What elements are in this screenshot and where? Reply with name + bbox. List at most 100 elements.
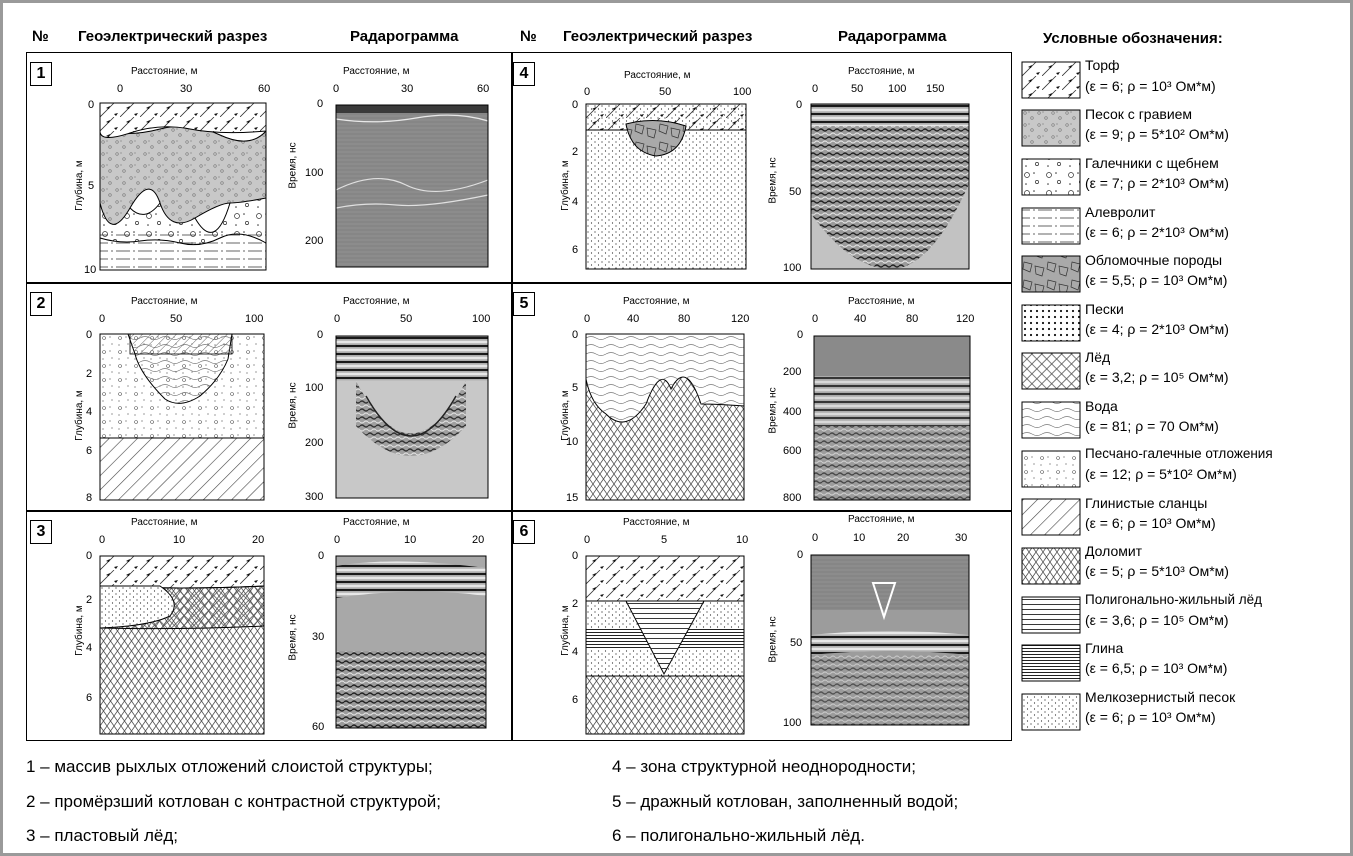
panel-4-depth-label: Глубина, м (559, 160, 571, 211)
panel-2-geo-xtick: 0 (99, 313, 106, 325)
panel-5-depth-label: Глубина, м (559, 390, 571, 441)
grid-divider-row2 (26, 510, 1012, 512)
panel-4-rad-ytick: 100 (783, 262, 802, 274)
legend-param-pebble: (ε = 7; ρ = 2*10³ Ом*м) (1085, 175, 1229, 191)
panel-2-geo-distance-label: Расстояние, м (131, 296, 198, 307)
panel-6-geo-xtick: 5 (661, 534, 668, 546)
panel-6-rad-xtick: 10 (853, 532, 866, 544)
panel-4-radargram (810, 103, 970, 270)
legend-swatch-polygonal-ice (1021, 596, 1081, 634)
legend-name-polygonal-ice: Полигонально-жильный лёд (1085, 592, 1262, 607)
legend-name-sand-gravel: Песок с гравием (1085, 106, 1193, 122)
panel-3-rad-xtick: 10 (404, 534, 417, 546)
panel-1-geo-ytick: 10 (84, 264, 97, 276)
panel-5-geo-ytick: 0 (572, 329, 579, 341)
panel-2-geo-xtick: 50 (170, 313, 183, 325)
panel-2-number: 2 (30, 292, 52, 316)
panel-1-radargram (335, 104, 489, 268)
panel-1-time-label: Время, нс (287, 142, 299, 189)
caption-6: 6 – полигонально-жильный лёд. (612, 826, 865, 845)
panel-5-geo-distance-label: Расстояние, м (623, 296, 690, 307)
legend-param-clay: (ε = 6,5; ρ = 10³ Ом*м) (1085, 660, 1228, 676)
panel-1-geo-section (99, 102, 267, 271)
panel-4-rad-xtick: 100 (888, 83, 907, 95)
panel-2-geo-ytick: 6 (86, 445, 93, 457)
panel-6-rad-xtick: 0 (812, 532, 819, 544)
panel-2-rad-ytick: 200 (305, 437, 324, 449)
panel-5-radargram (813, 335, 971, 501)
legend-param-sand-pebble: (ε = 12; ρ = 5*10² Ом*м) (1085, 466, 1237, 482)
panel-2-rad-distance-label: Расстояние, м (343, 296, 410, 307)
panel-2-geo-ytick: 4 (86, 406, 93, 418)
panel-4-geo-xtick: 0 (584, 86, 591, 98)
panel-2-geo-xtick: 100 (245, 313, 264, 325)
panel-2-rad-ytick: 300 (305, 491, 324, 503)
panel-4-geo-ytick: 2 (572, 146, 579, 158)
panel-4-geo-section (585, 103, 747, 270)
legend-swatch-siltstone (1021, 207, 1081, 245)
panel-3-rad-ytick: 60 (312, 721, 325, 733)
panel-2-rad-xtick: 100 (472, 313, 491, 325)
legend-param-polygonal-ice: (ε = 3,6; ρ = 10⁵ Ом*м) (1085, 612, 1229, 628)
legend-param-sand-gravel: (ε = 9; ρ = 5*10² Ом*м) (1085, 126, 1229, 142)
panel-1-rad-ytick: 100 (305, 167, 324, 179)
panel-2-geo-section (99, 333, 265, 501)
legend-swatch-dolomite (1021, 547, 1081, 585)
panel-1-rad-xtick: 0 (333, 83, 340, 95)
panel-3-geo-xtick: 10 (173, 534, 186, 546)
panel-1-geo-ytick: 0 (88, 99, 95, 111)
panel-5-geo-ytick: 15 (566, 492, 579, 504)
panel-4-rad-distance-label: Расстояние, м (848, 66, 915, 77)
panel-6-geo-ytick: 2 (572, 598, 579, 610)
panel-6-number: 6 (513, 520, 535, 544)
panel-1-geo-xtick: 30 (180, 83, 193, 95)
caption-1: 1 – массив рыхлых отложений слоистой стр… (26, 757, 433, 776)
legend-name-water: Вода (1085, 398, 1118, 414)
panel-6-geo-xtick: 10 (736, 534, 749, 546)
panel-4-geo-xtick: 50 (659, 86, 672, 98)
legend-name-peat: Торф (1085, 57, 1120, 73)
panel-2-time-label: Время, нс (287, 382, 299, 429)
legend-name-clastic: Обломочные породы (1085, 252, 1223, 268)
panel-6-geo-ytick: 6 (572, 694, 579, 706)
panel-4-geo-xtick: 100 (733, 86, 752, 98)
legend-name-sand-pebble: Песчано-галечные отложения (1085, 446, 1273, 461)
panel-6-geo-distance-label: Расстояние, м (623, 517, 690, 528)
panel-3-geo-xtick: 0 (99, 534, 106, 546)
panel-6-geo-xtick: 0 (584, 534, 591, 546)
panel-5-rad-xtick: 40 (854, 313, 867, 325)
panel-6-rad-xtick: 20 (897, 532, 910, 544)
legend-param-shale: (ε = 6; ρ = 10³ Ом*м) (1085, 515, 1216, 531)
legend-name-fine-sand: Мелкозернистый песок (1085, 689, 1236, 705)
grid-divider-vertical (511, 52, 513, 741)
panel-2-rad-xtick: 0 (334, 313, 341, 325)
panel-1-rad-distance-label: Расстояние, м (343, 66, 410, 77)
legend-swatch-clay (1021, 644, 1081, 682)
panel-6-radargram (810, 554, 970, 726)
grid-divider-row1 (26, 282, 1012, 284)
panel-3-radargram (335, 555, 487, 729)
legend-name-sands: Пески (1085, 301, 1124, 317)
panel-1-geo-xtick: 60 (258, 83, 271, 95)
panel-3-rad-ytick: 0 (318, 550, 325, 562)
panel-5-geo-section (585, 333, 745, 501)
legend-swatch-pebble (1021, 158, 1081, 196)
legend-swatch-sands (1021, 304, 1081, 342)
panel-6-geo-ytick: 4 (572, 646, 579, 658)
legend-param-dolomite: (ε = 5; ρ = 5*10³ Ом*м) (1085, 563, 1229, 579)
panel-5-time-label: Время, нс (767, 387, 779, 434)
legend-param-sands: (ε = 4; ρ = 2*10³ Ом*м) (1085, 321, 1229, 337)
panel-2-rad-ytick: 0 (317, 329, 324, 341)
panel-3-depth-label: Глубина, м (73, 605, 85, 656)
panel-6-rad-distance-label: Расстояние, м (848, 514, 915, 525)
panel-2-rad-xtick: 50 (400, 313, 413, 325)
panel-1-rad-xtick: 30 (401, 83, 414, 95)
header-geo-right: Геоэлектрический разрез (563, 28, 753, 45)
panel-5-geo-ytick: 5 (572, 382, 579, 394)
header-no-right: № (520, 28, 537, 45)
panel-6-depth-label: Глубина, м (559, 605, 571, 656)
panel-6-time-label: Время, нс (767, 616, 779, 663)
legend-swatch-ice (1021, 352, 1081, 390)
legend-param-clastic: (ε = 5,5; ρ = 10³ Ом*м) (1085, 272, 1228, 288)
panel-4-rad-xtick: 0 (812, 83, 819, 95)
